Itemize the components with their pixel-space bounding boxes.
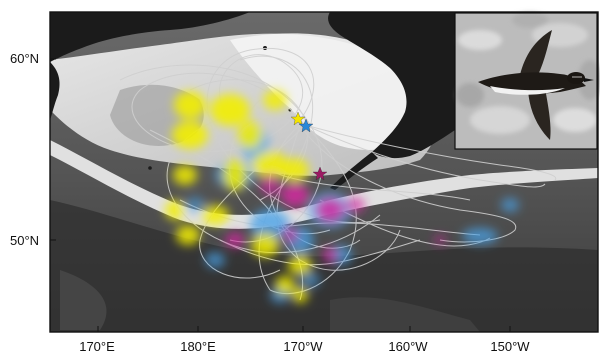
siberia-land [50,12,250,62]
map-frame [49,11,599,333]
seabird-icon [478,30,594,140]
kernel-density-blobs [165,90,519,303]
lon-label-170w: 170°W [283,339,323,354]
axis-ticks [50,58,511,332]
north-pacific-deep [50,200,598,332]
alaska-land [328,12,455,159]
colony-star-magenta [312,166,328,181]
lon-label-180e: 180°E [180,339,216,354]
alaska-peninsula [330,152,378,190]
colony-star-yellow [290,111,306,126]
lat-label-60n: 60°N [10,51,40,66]
inset-photo [454,12,600,150]
lat-label-50n: 50°N [10,233,40,248]
lon-label-150w: 150°W [490,339,530,354]
colony-star-blue [298,118,314,133]
lon-label-160w: 160°W [388,339,428,354]
lon-label-170e: 170°E [79,339,115,354]
